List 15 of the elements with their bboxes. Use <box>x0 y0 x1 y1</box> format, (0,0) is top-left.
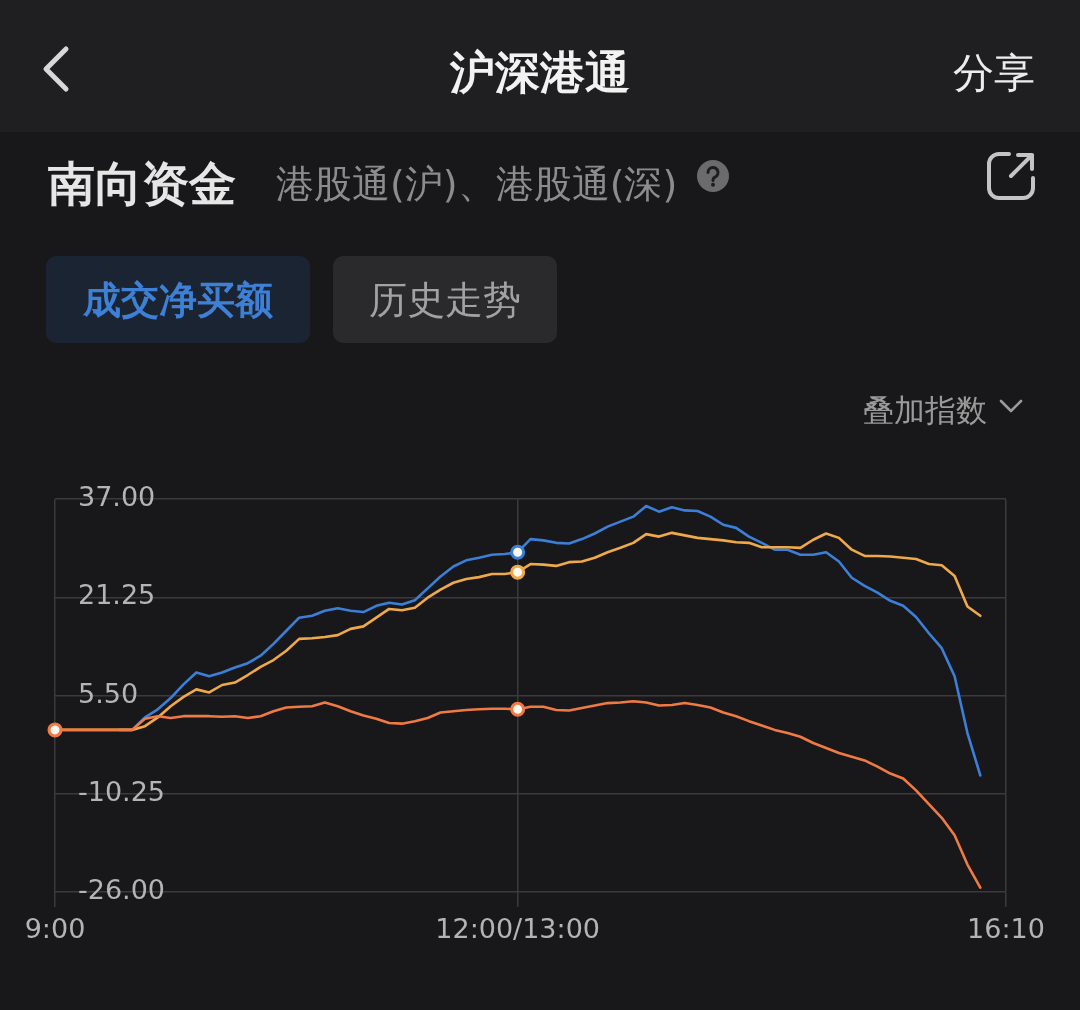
chart-title: 南向资金 <box>48 156 236 211</box>
y-tick-label: -26.00 <box>78 874 166 906</box>
y-tick-label: 21.25 <box>78 579 156 611</box>
y-tick-label: 37.00 <box>78 481 156 513</box>
chart-subtitle: 港股通(沪)、港股通(深) <box>276 161 678 207</box>
text: 成交净买额 <box>82 277 274 324</box>
x-tick-label: 12:00/13:00 <box>435 913 601 945</box>
x-tick-label: 9:00 <box>24 913 86 945</box>
x-tick-label: 16:10 <box>967 913 1045 945</box>
y-tick-label: 5.50 <box>78 677 139 709</box>
text: 历史走势 <box>368 277 522 324</box>
y-tick-label: -10.25 <box>78 775 166 807</box>
text: 叠加指数 <box>863 391 987 430</box>
text: 沪深港通 <box>450 46 630 99</box>
text: 分享 <box>953 48 1035 98</box>
